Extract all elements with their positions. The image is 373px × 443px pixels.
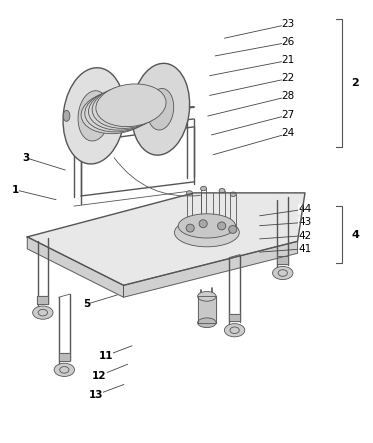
Ellipse shape <box>217 222 226 230</box>
Ellipse shape <box>198 291 216 301</box>
Ellipse shape <box>178 214 236 238</box>
Ellipse shape <box>63 110 70 121</box>
Ellipse shape <box>198 318 216 327</box>
Text: 41: 41 <box>260 244 311 254</box>
Polygon shape <box>27 193 305 285</box>
Ellipse shape <box>225 324 245 337</box>
Text: 11: 11 <box>98 346 132 361</box>
Ellipse shape <box>132 63 189 155</box>
Ellipse shape <box>201 187 207 190</box>
Ellipse shape <box>96 84 166 127</box>
Text: 43: 43 <box>260 218 311 227</box>
Text: 22: 22 <box>210 74 295 95</box>
Polygon shape <box>37 296 48 304</box>
Polygon shape <box>27 237 123 297</box>
Ellipse shape <box>81 91 151 134</box>
Text: 13: 13 <box>88 385 124 400</box>
Polygon shape <box>198 296 216 323</box>
Text: 44: 44 <box>260 204 311 216</box>
Text: 26: 26 <box>215 37 295 56</box>
Ellipse shape <box>229 225 237 233</box>
Ellipse shape <box>54 363 75 377</box>
Ellipse shape <box>63 68 125 164</box>
Text: 42: 42 <box>260 231 311 241</box>
Text: 5: 5 <box>83 295 117 309</box>
Text: 12: 12 <box>92 364 128 381</box>
Polygon shape <box>277 256 288 264</box>
Ellipse shape <box>92 85 162 128</box>
Ellipse shape <box>199 220 207 228</box>
Ellipse shape <box>85 89 155 132</box>
Ellipse shape <box>219 188 225 193</box>
Text: 27: 27 <box>211 110 295 135</box>
Ellipse shape <box>230 192 236 196</box>
Polygon shape <box>229 314 240 322</box>
Ellipse shape <box>175 218 239 247</box>
Text: 28: 28 <box>208 91 295 116</box>
Ellipse shape <box>186 190 192 195</box>
Ellipse shape <box>88 87 159 130</box>
Ellipse shape <box>147 89 174 130</box>
Text: 24: 24 <box>213 128 295 155</box>
Text: 2: 2 <box>351 78 359 88</box>
Text: 4: 4 <box>351 230 359 240</box>
Ellipse shape <box>273 266 293 280</box>
Ellipse shape <box>78 91 110 141</box>
Text: 23: 23 <box>225 19 295 38</box>
Polygon shape <box>59 353 70 361</box>
Text: 3: 3 <box>22 153 65 170</box>
Ellipse shape <box>186 224 194 232</box>
Ellipse shape <box>33 306 53 319</box>
Polygon shape <box>123 241 298 297</box>
Text: 21: 21 <box>210 55 295 76</box>
Text: 1: 1 <box>12 185 56 200</box>
